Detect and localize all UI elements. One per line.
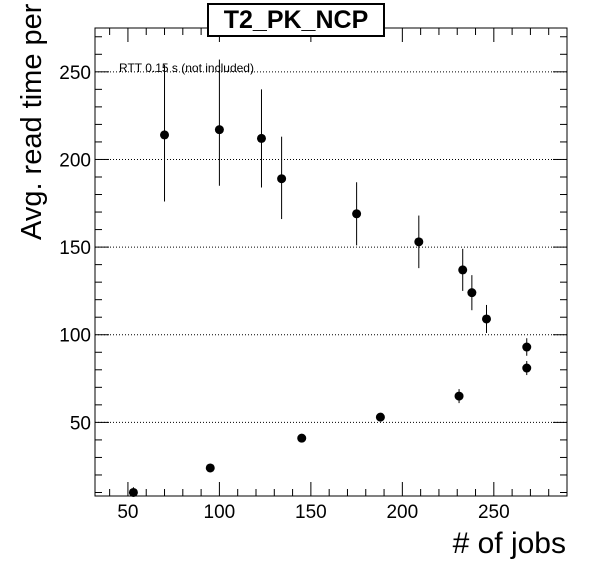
data-point (482, 314, 492, 324)
data-point (214, 125, 224, 135)
tick-labels: 50 100 150 200 250 50 100 150 200 250 (59, 63, 509, 523)
x-tick-label: 200 (386, 502, 418, 523)
data-point (414, 237, 424, 247)
chart-annotation: RTT 0.15 s (not included) (119, 61, 254, 75)
x-tick-label: 100 (204, 502, 236, 523)
data-point (297, 433, 307, 443)
y-tick-label: 100 (59, 326, 91, 347)
data-point (522, 363, 532, 373)
axis-ticks (95, 28, 567, 496)
x-axis-label: # of jobs (452, 527, 566, 560)
data-point (454, 391, 464, 401)
data-point (467, 288, 477, 298)
data-point (256, 133, 266, 143)
plot-frame (94, 27, 568, 497)
y-tick-label: 200 (59, 150, 91, 171)
data-point (160, 130, 170, 140)
data-point (522, 342, 532, 352)
y-tick-label: 150 (59, 238, 91, 259)
data-point (128, 487, 138, 497)
x-tick-label: 150 (295, 502, 327, 523)
data-points (128, 59, 532, 497)
gridlines (95, 71, 567, 423)
x-tick-label: 50 (117, 502, 138, 523)
data-point (458, 265, 468, 275)
chart-title: T2_PK_NCP (207, 3, 385, 37)
data-point (375, 412, 385, 422)
x-tick-label: 250 (478, 502, 510, 523)
data-point (352, 209, 362, 219)
data-point (205, 463, 215, 473)
y-tick-label: 50 (70, 413, 91, 434)
data-point (277, 174, 287, 184)
y-axis-label: Avg. read time per block [s] (16, 0, 48, 240)
y-tick-label: 250 (59, 63, 91, 84)
